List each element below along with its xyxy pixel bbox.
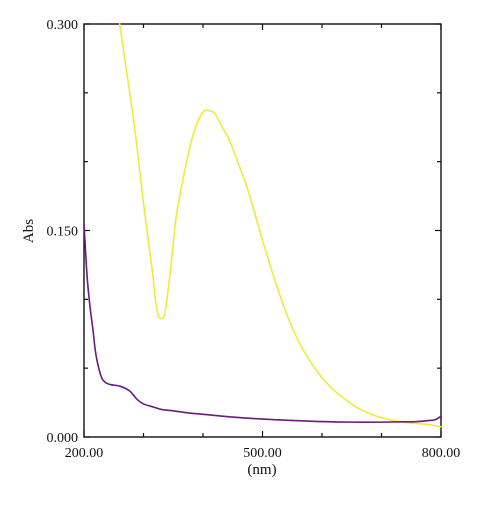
y-tick-label: 0.150 [47, 225, 79, 240]
x-tick-label: 200.00 [65, 446, 104, 461]
ticks-layer [83, 23, 442, 438]
y-axis-label: Abs [21, 219, 37, 243]
labels-layer: 200.00 500.00 800.00 0.000 0.150 0.300 [47, 18, 461, 461]
plot-frame [83, 23, 442, 438]
x-axis-label: (nm) [247, 462, 276, 478]
series-line-1 [118, 23, 442, 428]
series-line-2 [83, 222, 442, 423]
x-tick-label: 500.00 [243, 446, 282, 461]
y-tick-label: 0.300 [47, 18, 79, 33]
x-tick-label: 800.00 [422, 446, 461, 461]
y-tick-label: 0.000 [47, 431, 79, 446]
series-layer [83, 23, 442, 428]
